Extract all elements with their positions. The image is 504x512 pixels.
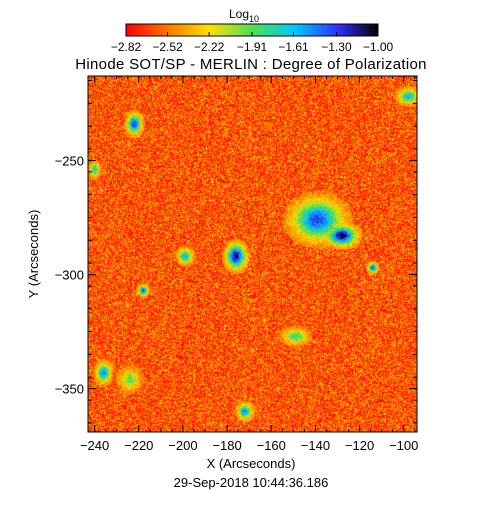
x-tick-label: −180 <box>212 438 241 453</box>
y-tick-label: −300 <box>55 268 84 283</box>
colorbar-tick-label: −1.00 <box>363 40 394 54</box>
x-tick-label: −240 <box>80 438 109 453</box>
plot-title: Hinode SOT/SP - MERLIN : Degree of Polar… <box>75 56 426 73</box>
colorbar-tick-label: −1.91 <box>237 40 268 54</box>
colorbar: Log10 −2.82 −2.52 −2.22 −1.91 −1.61 −1.30 −1.0… <box>111 7 394 54</box>
colorbar-label: Log10 <box>229 7 259 24</box>
colorbar-tick-label: −1.30 <box>321 40 352 54</box>
x-tick-label: −200 <box>168 438 197 453</box>
x-tick-label: −220 <box>124 438 153 453</box>
y-tick-label: −350 <box>55 382 84 397</box>
x-tick-label: −120 <box>345 438 374 453</box>
timestamp: 29-Sep-2018 10:44:36.186 <box>174 475 329 490</box>
colorbar-tick-label: −1.61 <box>278 40 309 54</box>
x-tick-label: −140 <box>301 438 330 453</box>
y-tick-label: −250 <box>55 153 84 168</box>
heatmap-image <box>87 75 418 433</box>
y-axis-label: Y (Arcseconds) <box>26 210 41 299</box>
heatmap-canvas <box>88 76 417 432</box>
colorbar-tick-label: −2.22 <box>194 40 225 54</box>
plot-frame <box>87 75 418 433</box>
colorbar-tick-label: −2.52 <box>152 40 183 54</box>
x-axis-label: X (Arcseconds) <box>207 456 296 471</box>
x-tick-label: −160 <box>257 438 286 453</box>
colorbar-tick-label: −2.82 <box>111 40 142 54</box>
x-tick-label: −100 <box>389 438 418 453</box>
